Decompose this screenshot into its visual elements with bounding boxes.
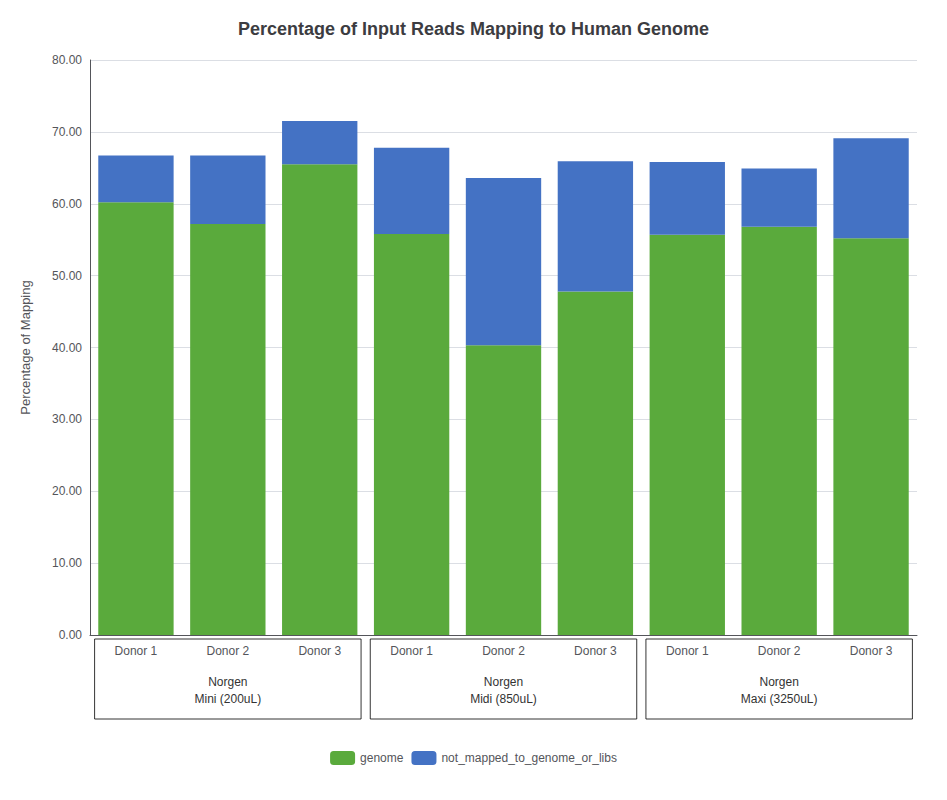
svg-text:0.00: 0.00 bbox=[59, 628, 83, 642]
svg-text:Donor 1: Donor 1 bbox=[666, 644, 709, 658]
svg-text:Norgen: Norgen bbox=[208, 675, 247, 689]
svg-text:Maxi (3250uL): Maxi (3250uL) bbox=[741, 692, 818, 706]
svg-text:Donor 1: Donor 1 bbox=[390, 644, 433, 658]
svg-text:70.00: 70.00 bbox=[52, 125, 82, 139]
svg-text:Percentage of Input Reads Mapp: Percentage of Input Reads Mapping to Hum… bbox=[238, 19, 709, 39]
svg-text:Norgen: Norgen bbox=[484, 675, 523, 689]
svg-text:Donor 2: Donor 2 bbox=[758, 644, 801, 658]
svg-text:Donor 3: Donor 3 bbox=[850, 644, 893, 658]
svg-text:Percentage of Mapping: Percentage of Mapping bbox=[18, 280, 33, 414]
svg-text:Donor 1: Donor 1 bbox=[115, 644, 158, 658]
svg-text:Donor 3: Donor 3 bbox=[574, 644, 617, 658]
svg-text:Donor 3: Donor 3 bbox=[298, 644, 341, 658]
svg-text:Donor 2: Donor 2 bbox=[482, 644, 525, 658]
svg-text:30.00: 30.00 bbox=[52, 412, 82, 426]
svg-text:Midi (850uL): Midi (850uL) bbox=[470, 692, 537, 706]
svg-text:Norgen: Norgen bbox=[759, 675, 798, 689]
svg-text:50.00: 50.00 bbox=[52, 269, 82, 283]
svg-text:60.00: 60.00 bbox=[52, 197, 82, 211]
svg-text:Donor 2: Donor 2 bbox=[206, 644, 249, 658]
svg-text:40.00: 40.00 bbox=[52, 341, 82, 355]
svg-text:genome: genome bbox=[360, 751, 404, 765]
svg-text:Mini (200uL): Mini (200uL) bbox=[194, 692, 261, 706]
svg-text:80.00: 80.00 bbox=[52, 53, 82, 67]
svg-text:20.00: 20.00 bbox=[52, 484, 82, 498]
svg-text:not_mapped_to_genome_or_libs: not_mapped_to_genome_or_libs bbox=[441, 751, 616, 765]
svg-text:10.00: 10.00 bbox=[52, 556, 82, 570]
